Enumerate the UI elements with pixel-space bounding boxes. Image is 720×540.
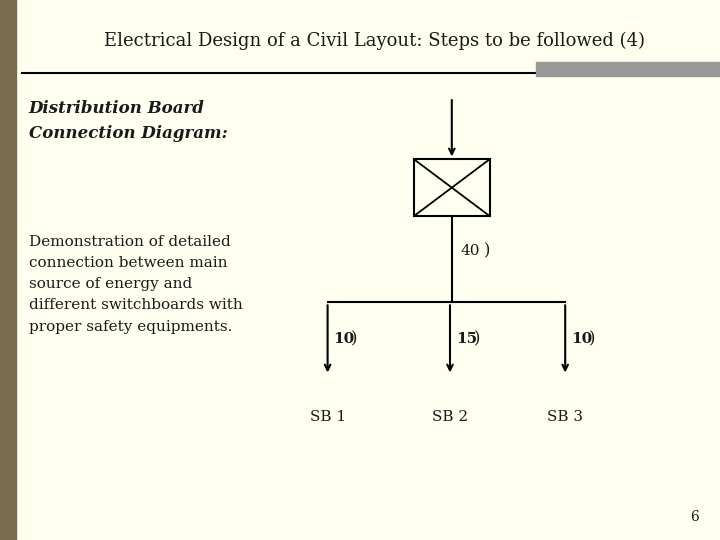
Text: ): ) (351, 330, 358, 347)
Text: Distribution Board
Connection Diagram:: Distribution Board Connection Diagram: (29, 100, 228, 141)
Bar (414, 159, 490, 216)
Bar (536, 62, 720, 76)
Text: 40: 40 (461, 244, 480, 258)
Text: ): ) (474, 330, 480, 347)
Text: SB 1: SB 1 (310, 410, 346, 424)
Text: Demonstration of detailed
connection between main
source of energy and
different: Demonstration of detailed connection bet… (29, 235, 243, 334)
Text: 6: 6 (690, 510, 698, 524)
Text: 10: 10 (333, 332, 355, 346)
Text: ): ) (589, 330, 595, 347)
Text: Electrical Design of a Civil Layout: Steps to be followed (4): Electrical Design of a Civil Layout: Ste… (104, 31, 645, 50)
Bar (0, 0, 16, 540)
Text: 15: 15 (456, 332, 477, 346)
Text: 10: 10 (571, 332, 593, 346)
Text: SB 3: SB 3 (547, 410, 583, 424)
Text: ): ) (484, 242, 490, 260)
Text: SB 2: SB 2 (432, 410, 468, 424)
